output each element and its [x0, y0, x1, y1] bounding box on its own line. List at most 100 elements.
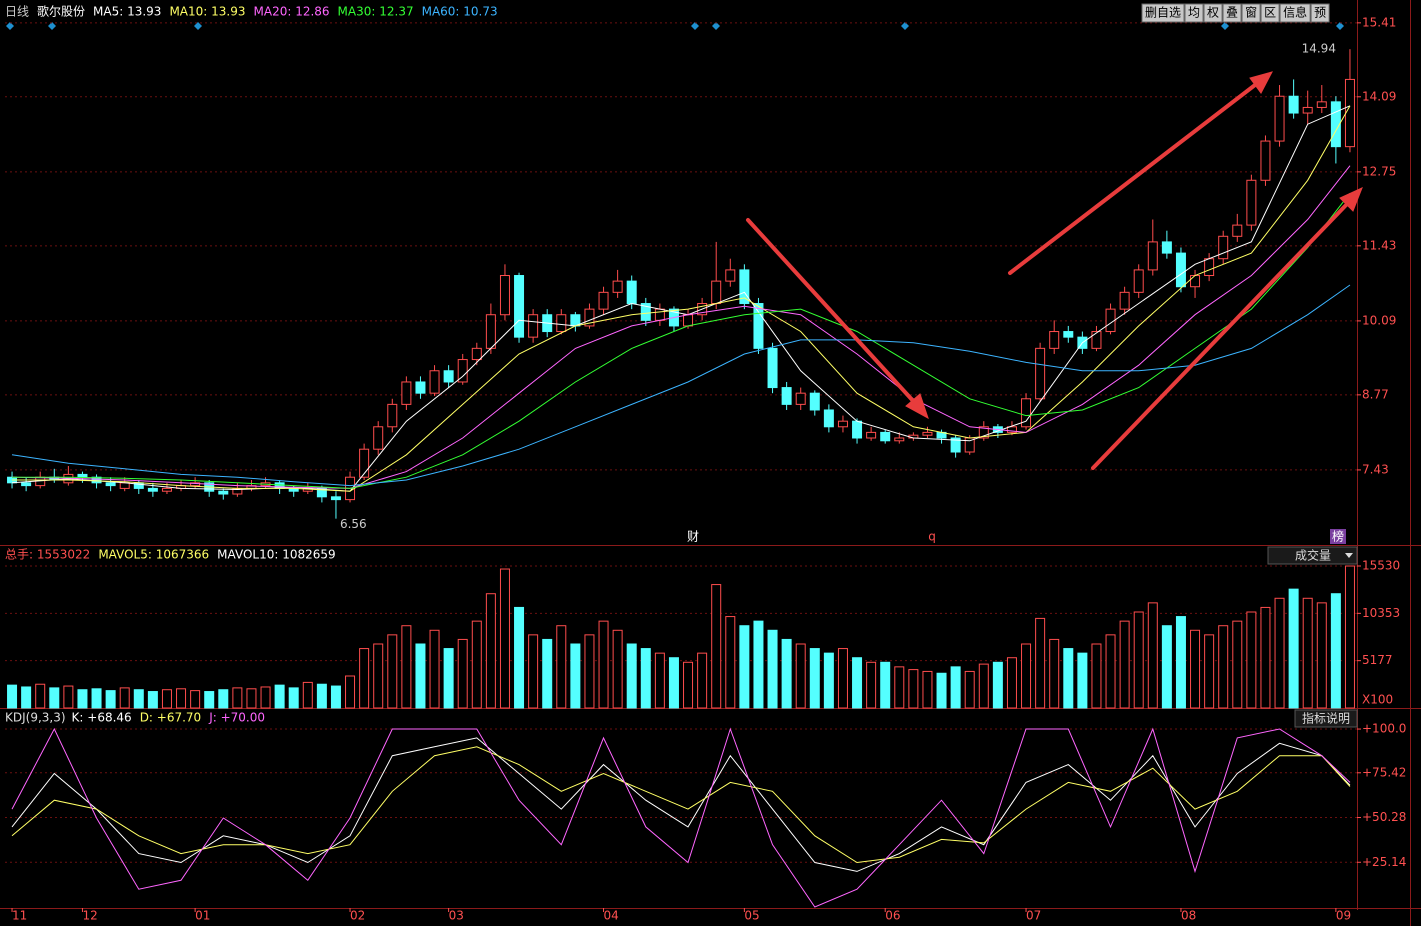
- volume-bar: [880, 661, 891, 709]
- toolbar-label[interactable]: 均: [1188, 6, 1200, 20]
- help-bg[interactable]: [1294, 709, 1358, 728]
- x-tick-label: 05: [744, 909, 759, 923]
- candle-body: [161, 487, 172, 492]
- toolbar-label[interactable]: 删自选: [1145, 6, 1181, 20]
- indicator-line: [11, 165, 1351, 489]
- x-tick-label: 06: [885, 909, 900, 923]
- toolbar-button[interactable]: 删自选: [1141, 3, 1185, 23]
- help-label[interactable]: 指标说明: [1302, 711, 1350, 726]
- candle-body: [77, 473, 88, 478]
- candle-body: [880, 431, 891, 442]
- y-tick-label: 15530: [1362, 559, 1400, 573]
- diamond: [901, 22, 909, 30]
- volume-bar: [1091, 643, 1102, 709]
- selector-label[interactable]: 成交量: [1295, 548, 1331, 563]
- candle-body: [866, 431, 877, 439]
- volume-bar: [1105, 634, 1116, 709]
- trend-arrows: [746, 71, 1363, 470]
- candle-body: [1035, 347, 1046, 400]
- volume-bar: [753, 620, 764, 709]
- volume-bar: [457, 638, 468, 709]
- selector-bg[interactable]: [1267, 546, 1358, 565]
- y-tick-label: +50.28: [1362, 810, 1406, 824]
- toolbar-label[interactable]: 权: [1207, 6, 1219, 20]
- y-tick-label: 8.77: [1362, 387, 1389, 401]
- x-tick-label: 09: [1336, 909, 1351, 923]
- candle-body: [950, 437, 961, 453]
- candle-body: [1246, 179, 1257, 226]
- candle-body: [1330, 101, 1341, 148]
- toolbar-bg[interactable]: [1241, 3, 1261, 23]
- x-tick-label: 07: [1026, 909, 1041, 923]
- candle-body: [443, 370, 454, 383]
- candle-body: [1204, 258, 1215, 277]
- volume-bar: [415, 643, 426, 709]
- x-tick-label: 08: [1181, 909, 1196, 923]
- candle-body: [1006, 426, 1017, 433]
- ma-legend: MA10: 13.93: [169, 5, 245, 19]
- x-tick-label: 03: [449, 909, 464, 923]
- toolbar-bg[interactable]: [1203, 3, 1223, 23]
- toolbar-label[interactable]: 区: [1264, 6, 1276, 20]
- toolbar-bg[interactable]: [1310, 3, 1330, 23]
- toolbar-bg[interactable]: [1222, 3, 1242, 23]
- x-tick-label: 11: [12, 909, 27, 923]
- toolbar-label[interactable]: 叠: [1226, 6, 1238, 20]
- volume-bar: [147, 691, 158, 709]
- volume-bar: [528, 634, 539, 709]
- toolbar-button[interactable]: 区: [1260, 3, 1280, 23]
- candle-body: [105, 482, 116, 487]
- candle-body: [147, 487, 158, 492]
- diamond: [712, 22, 720, 30]
- candle-body: [1260, 140, 1271, 181]
- toolbar-label[interactable]: 信息: [1283, 5, 1307, 20]
- volume-bar: [1274, 597, 1285, 709]
- volume-selector[interactable]: 成交量: [1267, 546, 1358, 565]
- volume-bar: [908, 669, 919, 709]
- volume-bar: [1119, 620, 1130, 709]
- diamond: [691, 22, 699, 30]
- candle-body: [823, 409, 834, 428]
- toolbar-button[interactable]: 信息: [1279, 3, 1311, 23]
- volume-legend: 总手: 1553022: [5, 548, 90, 562]
- volume-bar: [697, 652, 708, 709]
- volume-bar: [1232, 620, 1243, 709]
- indicator-help[interactable]: 指标说明: [1294, 709, 1358, 728]
- toolbar-bg[interactable]: [1141, 3, 1185, 23]
- selector-caret[interactable]: [1345, 553, 1353, 558]
- volume-bar: [232, 687, 243, 709]
- candle-body: [1274, 95, 1285, 142]
- toolbar-button[interactable]: 预: [1310, 3, 1330, 23]
- x-tick-label: 04: [604, 909, 619, 923]
- x-tick-label: 02: [350, 909, 365, 923]
- toolbar-button[interactable]: 叠: [1222, 3, 1242, 23]
- volume-bar: [35, 683, 46, 709]
- volume-bar: [809, 648, 820, 709]
- volume-bar: [133, 689, 144, 709]
- volume-bar: [1246, 611, 1257, 709]
- volume-bar: [401, 625, 412, 709]
- toolbar-bg[interactable]: [1279, 3, 1311, 23]
- toolbar-button[interactable]: 窗: [1241, 3, 1261, 23]
- toolbar-button[interactable]: 权: [1203, 3, 1223, 23]
- y-tick-label: 14.09: [1362, 89, 1396, 103]
- volume-bar: [218, 689, 229, 709]
- diamond: [6, 22, 14, 30]
- arrow-shaft: [1008, 83, 1257, 275]
- volume-bar: [640, 648, 651, 709]
- candle-body: [1119, 291, 1130, 310]
- toolbar-label[interactable]: 预: [1314, 6, 1326, 20]
- toolbar-button[interactable]: 均: [1184, 3, 1204, 23]
- toolbar-bg[interactable]: [1184, 3, 1204, 23]
- diamond: [1221, 22, 1229, 30]
- volume-bar: [711, 584, 722, 709]
- volume-bar: [91, 688, 102, 709]
- toolbar-bg[interactable]: [1260, 3, 1280, 23]
- arrow-shaft: [746, 218, 917, 405]
- volume-bar: [1133, 611, 1144, 709]
- candle-body: [852, 420, 863, 439]
- toolbar-label[interactable]: 窗: [1245, 6, 1257, 20]
- candle-body: [837, 420, 848, 428]
- volume-bar: [725, 616, 736, 709]
